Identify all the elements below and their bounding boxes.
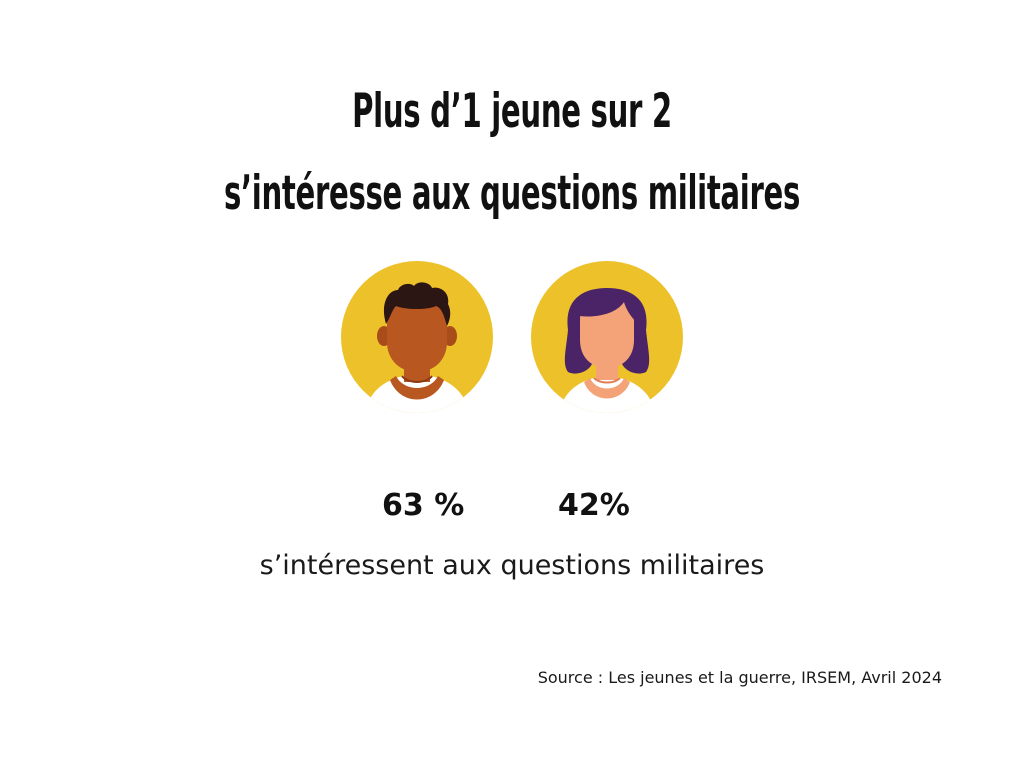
young-man-avatar-icon bbox=[340, 260, 494, 414]
stat-caption: s’intéressent aux questions militaires bbox=[259, 550, 765, 581]
young-woman-avatar-icon bbox=[530, 260, 684, 414]
page-title-line-2: s’intéresse aux questions militaires bbox=[223, 166, 801, 221]
page-title-line-1: Plus d’1 jeune sur 2 bbox=[352, 84, 672, 139]
source-citation: Source : Les jeunes et la guerre, IRSEM,… bbox=[537, 668, 942, 687]
female-percentage: 42% bbox=[558, 488, 630, 523]
male-percentage: 63 % bbox=[382, 488, 465, 523]
